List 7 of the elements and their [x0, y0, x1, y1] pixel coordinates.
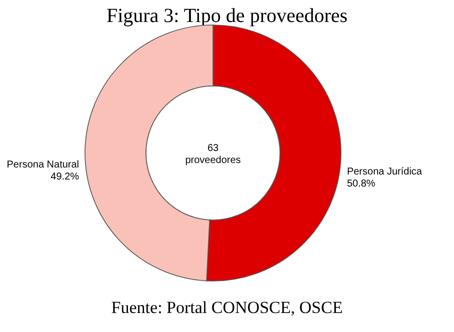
data-label: 49.2%	[50, 172, 80, 183]
slice-label: Persona Jurídica	[346, 166, 422, 178]
data-label: 50.8%	[346, 178, 376, 190]
text: 63 proveedores	[185, 143, 241, 166]
slice-label: Persona Natural	[6, 160, 80, 171]
chart-title: Figura 3: Tipo de proveedores	[106, 5, 348, 27]
source-note: Fuente: Portal CONOSCE, OSCE	[111, 298, 343, 317]
